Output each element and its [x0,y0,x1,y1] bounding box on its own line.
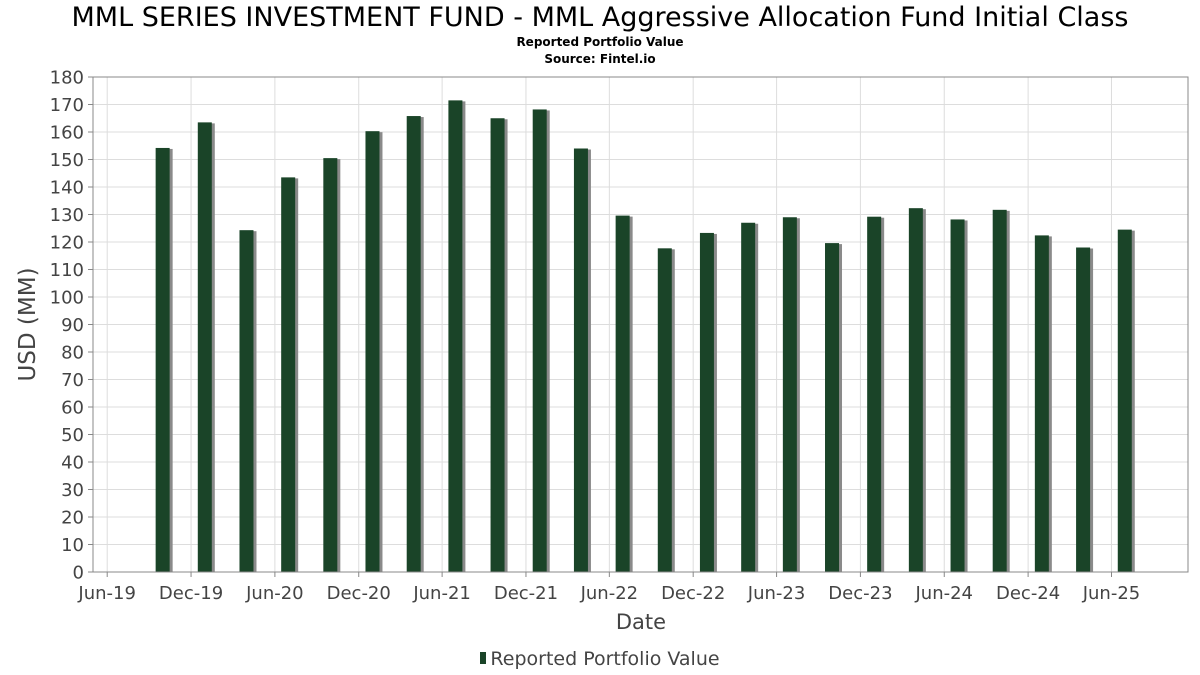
bar [741,222,756,572]
legend: Reported Portfolio Value [0,648,1200,670]
y-tick-label: 0 [73,563,84,584]
y-tick-label: 120 [50,233,84,254]
legend-label: Reported Portfolio Value [490,648,720,670]
y-tick-label: 90 [61,315,84,336]
bar [950,219,965,572]
bar [1076,247,1091,572]
x-tick-label: Jun-19 [77,583,136,604]
y-tick-label: 20 [61,508,84,529]
bar [197,122,212,572]
bar [573,148,588,572]
y-tick-label: 30 [61,480,84,501]
bar-series [155,100,1135,573]
bar [657,248,672,572]
bar [155,147,170,572]
bar [825,243,840,572]
bar [867,216,882,572]
y-tick-label: 130 [50,205,84,226]
bar [448,100,463,572]
y-tick-label: 80 [61,343,84,364]
x-axis-label: Date [616,610,666,634]
x-tick-label: Dec-20 [327,583,391,604]
y-tick-label: 160 [50,123,84,144]
x-axis: Jun-19 Dec-19 Jun-20 Dec-20 Jun-21 Dec-21 Jun-… [77,572,1140,604]
x-tick-label: Dec-23 [828,583,892,604]
chart-subtitle: Reported Portfolio Value [516,35,684,49]
y-axis: 0 10 20 30 40 50 60 70 80 90 100 110 120 130 140 150 160… [50,68,93,584]
bar [323,158,338,572]
bar [782,217,797,572]
y-tick-label: 100 [50,288,84,309]
y-tick-label: 10 [61,535,84,556]
grid-lines [93,76,1188,573]
x-tick-label: Dec-21 [494,583,558,604]
y-tick-label: 50 [61,425,84,446]
x-tick-label: Dec-19 [159,583,223,604]
bar [615,215,630,572]
bar [281,177,296,572]
x-tick-label: Jun-22 [580,583,639,604]
bar [699,232,714,573]
x-tick-label: Jun-20 [245,583,304,604]
bar [1117,229,1132,572]
bar [992,209,1007,572]
bar [406,116,421,573]
bar [239,230,254,573]
bar [490,118,505,572]
bar [1034,235,1049,572]
legend-swatch [480,652,487,664]
x-tick-label: Jun-25 [1082,583,1141,604]
y-tick-label: 110 [50,260,84,281]
y-tick-label: 170 [50,95,84,116]
bar [365,131,380,573]
bar [908,208,923,573]
x-tick-label: Jun-23 [747,583,806,604]
y-tick-label: 140 [50,178,84,199]
y-tick-label: 180 [50,68,84,89]
x-tick-label: Dec-24 [996,583,1060,604]
chart-title: MML SERIES INVESTMENT FUND - MML Aggress… [71,2,1129,33]
x-tick-label: Jun-24 [914,583,973,604]
y-tick-label: 150 [50,150,84,171]
y-tick-label: 60 [61,398,84,419]
y-axis-label: USD (MM) [15,267,41,381]
y-tick-label: 40 [61,453,84,474]
x-tick-label: Jun-21 [412,583,471,604]
x-tick-label: Dec-22 [661,583,725,604]
y-tick-label: 70 [61,370,84,391]
chart-source: Source: Fintel.io [544,52,656,66]
bar [532,109,547,572]
